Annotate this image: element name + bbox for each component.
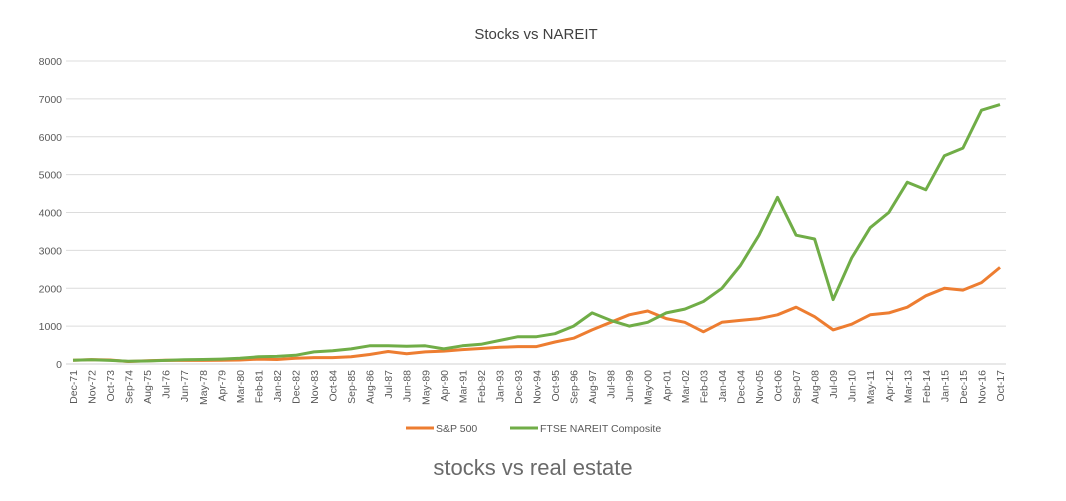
x-tick-label: May-78: [198, 370, 210, 405]
x-tick-label: Aug-08: [810, 370, 822, 404]
x-tick-label: Oct-84: [328, 370, 340, 402]
x-tick-label: Jul-09: [828, 370, 840, 399]
x-tick-label: Jul-87: [383, 370, 395, 399]
x-tick-label: Sep-96: [569, 370, 581, 404]
x-tick-label: Sep-85: [346, 370, 358, 404]
x-tick-label: Jun-88: [402, 370, 414, 402]
x-tick-label: Dec-82: [290, 370, 302, 404]
x-tick-label: Mar-02: [680, 370, 692, 403]
x-tick-label: Apr-12: [884, 370, 896, 402]
x-tick-label: Jan-15: [939, 370, 951, 402]
x-tick-label: Nov-72: [87, 370, 99, 404]
x-tick-label: Oct-06: [773, 370, 785, 402]
x-tick-label: Nov-05: [754, 370, 766, 404]
x-tick-label: Nov-94: [532, 370, 544, 404]
x-tick-label: Jan-93: [494, 370, 506, 402]
y-tick-label: 4000: [39, 208, 63, 220]
line-chart: Stocks vs NAREIT 0 1000 2000 3000 4000 5000 60…: [39, 26, 1007, 435]
x-tick-label: Dec-15: [958, 370, 970, 404]
x-tick-label: Jul-98: [606, 370, 618, 399]
x-tick-label: Dec-93: [513, 370, 525, 404]
y-tick-label: 6000: [39, 132, 63, 144]
y-tick-label: 0: [56, 359, 62, 371]
x-tick-label: Feb-03: [698, 370, 710, 403]
y-tick-label: 7000: [39, 94, 63, 106]
x-tick-label: Apr-90: [439, 370, 451, 402]
x-tick-label: Jan-82: [272, 370, 284, 402]
x-tick-label: Jul-76: [161, 370, 173, 399]
chart-title: Stocks vs NAREIT: [474, 26, 597, 43]
legend-label: FTSE NAREIT Composite: [540, 423, 661, 435]
x-tick-label: Nov-83: [309, 370, 321, 404]
caption: stocks vs real estate: [433, 455, 633, 480]
x-tick-label: Jun-99: [624, 370, 636, 402]
x-tick-label: Sep-74: [124, 370, 136, 404]
x-tick-label: Oct-73: [105, 370, 117, 402]
x-tick-label: Aug-75: [142, 370, 154, 404]
y-tick-label: 5000: [39, 170, 63, 182]
y-tick-label: 1000: [39, 321, 63, 333]
x-tick-label: May-89: [420, 370, 432, 405]
x-tick-label: Nov-16: [976, 370, 988, 404]
x-tick-label: Jun-77: [179, 370, 191, 402]
legend-label: S&P 500: [436, 423, 477, 435]
y-tick-label: 3000: [39, 245, 63, 257]
x-tick-label: Dec-04: [735, 370, 747, 404]
series-line-nareit: [72, 103, 1001, 363]
x-tick-label: Oct-95: [550, 370, 562, 402]
x-tick-label: Apr-79: [216, 370, 228, 402]
x-tick-label: Mar-80: [235, 370, 247, 403]
y-tick-label: 8000: [39, 56, 63, 68]
x-tick-label: Aug-86: [365, 370, 377, 404]
x-tick-label: Feb-14: [921, 370, 933, 403]
x-tick-label: Sep-07: [791, 370, 803, 404]
x-tick-label: Aug-97: [587, 370, 599, 404]
x-tick-label: Feb-81: [253, 370, 265, 403]
x-tick-label: May-00: [643, 370, 655, 405]
x-tick-label: May-11: [865, 370, 877, 404]
x-tick-label: Mar-13: [902, 370, 914, 403]
x-tick-label: Jan-04: [717, 370, 729, 402]
x-tick-label: Oct-17: [995, 370, 1007, 402]
x-tick-label: Dec-71: [68, 370, 80, 404]
series-line-sp500: [72, 266, 1001, 363]
x-tick-label: Mar-91: [457, 370, 469, 403]
x-tick-label: Feb-92: [476, 370, 488, 403]
x-tick-label: Jun-10: [847, 370, 859, 402]
x-tick-label: Apr-01: [661, 370, 673, 402]
y-tick-label: 2000: [39, 283, 63, 295]
